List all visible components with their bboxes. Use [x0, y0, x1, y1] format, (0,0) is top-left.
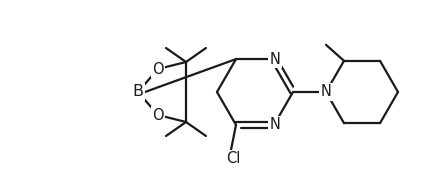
Text: Cl: Cl	[226, 151, 240, 166]
Text: N: N	[320, 85, 332, 100]
Text: O: O	[152, 62, 164, 77]
Text: N: N	[270, 117, 280, 132]
Text: O: O	[152, 108, 164, 123]
Text: B: B	[132, 85, 144, 100]
Text: N: N	[270, 52, 280, 66]
